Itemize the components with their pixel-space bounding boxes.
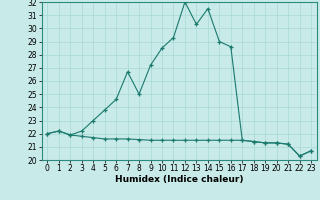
X-axis label: Humidex (Indice chaleur): Humidex (Indice chaleur)	[115, 175, 244, 184]
